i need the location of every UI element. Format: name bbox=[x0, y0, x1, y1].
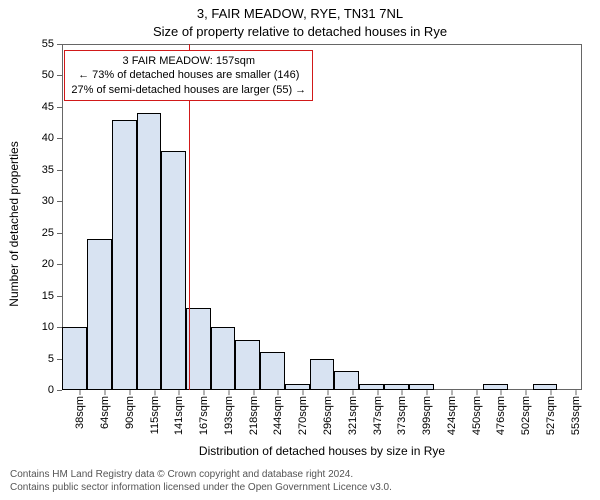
x-tick-label: 38sqm bbox=[74, 396, 86, 429]
histogram-bar bbox=[235, 340, 260, 390]
x-tick-label: 244sqm bbox=[272, 396, 284, 435]
histogram-bar bbox=[533, 384, 557, 390]
y-axis-label: Number of detached properties bbox=[7, 51, 21, 397]
x-tick-label: 424sqm bbox=[446, 396, 458, 435]
callout-line-3: 27% of semi-detached houses are larger (… bbox=[71, 83, 306, 97]
reference-callout: 3 FAIR MEADOW: 157sqm← 73% of detached h… bbox=[64, 50, 313, 101]
y-tick-label: 25 bbox=[42, 227, 62, 239]
x-tick-label: 193sqm bbox=[223, 396, 235, 435]
y-tick-label: 55 bbox=[42, 38, 62, 50]
histogram-bar bbox=[285, 384, 310, 390]
footer-line-1: Contains HM Land Registry data © Crown c… bbox=[10, 468, 392, 481]
histogram-bar bbox=[137, 113, 161, 390]
histogram-bar bbox=[62, 327, 87, 390]
histogram-bar bbox=[161, 151, 186, 390]
callout-line-1: 3 FAIR MEADOW: 157sqm bbox=[71, 54, 306, 68]
histogram-bar bbox=[211, 327, 235, 390]
y-tick-label: 50 bbox=[42, 69, 62, 81]
y-tick-label: 10 bbox=[42, 321, 62, 333]
chart-subtitle: Size of property relative to detached ho… bbox=[0, 24, 600, 39]
histogram-bar bbox=[310, 359, 334, 390]
x-tick-label: 218sqm bbox=[248, 396, 260, 435]
x-tick-label: 476sqm bbox=[495, 396, 507, 435]
x-tick-label: 399sqm bbox=[421, 396, 433, 435]
y-tick-label: 45 bbox=[42, 101, 62, 113]
footer-attribution: Contains HM Land Registry data © Crown c… bbox=[10, 468, 392, 494]
x-axis-label: Distribution of detached houses by size … bbox=[62, 444, 582, 458]
y-tick-label: 5 bbox=[48, 353, 62, 365]
histogram-bar bbox=[409, 384, 434, 390]
y-tick-label: 30 bbox=[42, 195, 62, 207]
footer-line-2: Contains public sector information licen… bbox=[10, 481, 392, 494]
y-tick-label: 0 bbox=[48, 384, 62, 396]
x-tick-label: 347sqm bbox=[372, 396, 384, 435]
x-tick-label: 141sqm bbox=[173, 396, 185, 435]
y-tick-label: 35 bbox=[42, 164, 62, 176]
callout-line-2: ← 73% of detached houses are smaller (14… bbox=[71, 68, 306, 82]
y-tick-label: 40 bbox=[42, 132, 62, 144]
histogram-bar bbox=[359, 384, 384, 390]
histogram-bar bbox=[87, 239, 112, 390]
histogram-bar bbox=[260, 352, 285, 390]
page-title: 3, FAIR MEADOW, RYE, TN31 7NL bbox=[0, 6, 600, 21]
x-tick-label: 270sqm bbox=[297, 396, 309, 435]
x-tick-label: 90sqm bbox=[124, 396, 136, 429]
x-tick-label: 115sqm bbox=[149, 396, 161, 434]
histogram-bar bbox=[483, 384, 508, 390]
histogram-plot: Number of detached properties Distributi… bbox=[62, 44, 582, 390]
histogram-bar bbox=[334, 371, 359, 390]
x-tick-label: 553sqm bbox=[570, 396, 582, 435]
x-tick-label: 450sqm bbox=[471, 396, 483, 435]
x-tick-label: 373sqm bbox=[396, 396, 408, 435]
x-tick-label: 64sqm bbox=[99, 396, 111, 429]
x-tick-label: 321sqm bbox=[347, 396, 359, 435]
x-tick-label: 527sqm bbox=[545, 396, 557, 435]
y-tick-label: 20 bbox=[42, 258, 62, 270]
x-tick-label: 502sqm bbox=[520, 396, 532, 435]
x-tick-label: 296sqm bbox=[322, 396, 334, 435]
y-tick-label: 15 bbox=[42, 290, 62, 302]
histogram-bar bbox=[112, 120, 137, 391]
histogram-bar bbox=[384, 384, 409, 390]
x-tick-label: 167sqm bbox=[198, 396, 210, 435]
